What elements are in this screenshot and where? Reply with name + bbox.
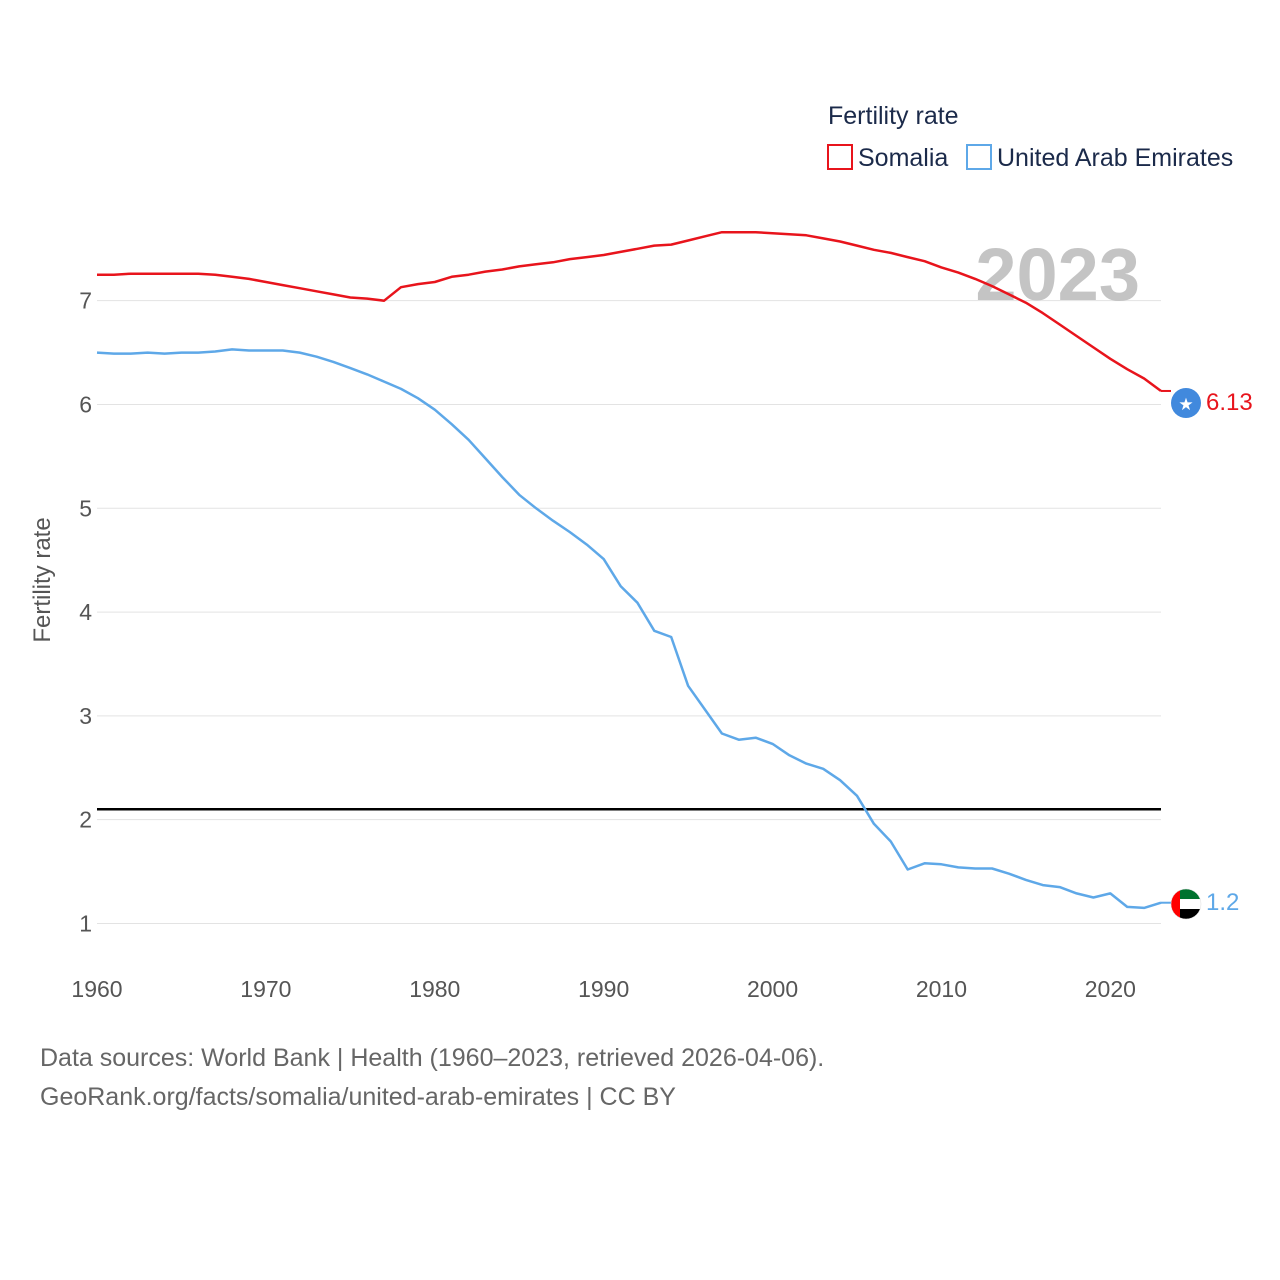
x-tick-label: 2000 xyxy=(747,976,798,1002)
grid-lines xyxy=(97,300,1161,924)
legend: Fertility rate Somalia United Arab Emira… xyxy=(827,102,1233,172)
x-tick-label: 1980 xyxy=(409,976,460,1002)
y-tick-label: 5 xyxy=(79,495,92,521)
legend-label-somalia: Somalia xyxy=(858,144,948,172)
uae-flag-icon xyxy=(1170,888,1202,920)
y-tick-label: 3 xyxy=(79,703,92,729)
x-tick-label: 1970 xyxy=(240,976,291,1002)
series-lines xyxy=(96,230,1171,910)
uae-end-value: 1.2 xyxy=(1206,889,1239,916)
somalia-flag-icon: ★ xyxy=(1171,388,1201,418)
y-axis-ticks: 1 2 3 4 5 6 7 xyxy=(79,288,92,937)
y-tick-label: 4 xyxy=(79,599,92,625)
year-label: 2023 xyxy=(975,233,1140,316)
y-tick-label: 2 xyxy=(79,807,92,833)
series-line-united-arab-emirates xyxy=(96,348,1162,910)
svg-text:★: ★ xyxy=(1178,395,1193,415)
x-axis-ticks: 1960 1970 1980 1990 2000 2010 2020 xyxy=(71,976,1136,1002)
attribution-line: GeoRank.org/facts/somalia/united-arab-em… xyxy=(40,1083,676,1111)
x-tick-label: 1990 xyxy=(578,976,629,1002)
y-axis-label: Fertility rate xyxy=(29,517,56,642)
series-line-somalia xyxy=(97,230,1162,393)
x-tick-label: 2020 xyxy=(1085,976,1136,1002)
legend-title: Fertility rate xyxy=(828,102,959,130)
y-tick-label: 1 xyxy=(79,910,92,936)
somalia-end-value: 6.13 xyxy=(1206,389,1253,416)
y-tick-label: 6 xyxy=(79,391,92,417)
x-tick-label: 1960 xyxy=(71,976,122,1002)
legend-label-uae: United Arab Emirates xyxy=(997,144,1233,172)
legend-swatch-uae xyxy=(966,144,992,170)
legend-swatch-somalia xyxy=(827,144,853,170)
y-tick-label: 7 xyxy=(79,288,92,314)
x-tick-label: 2010 xyxy=(916,976,967,1002)
source-line: Data sources: World Bank | Health (1960–… xyxy=(40,1044,825,1072)
